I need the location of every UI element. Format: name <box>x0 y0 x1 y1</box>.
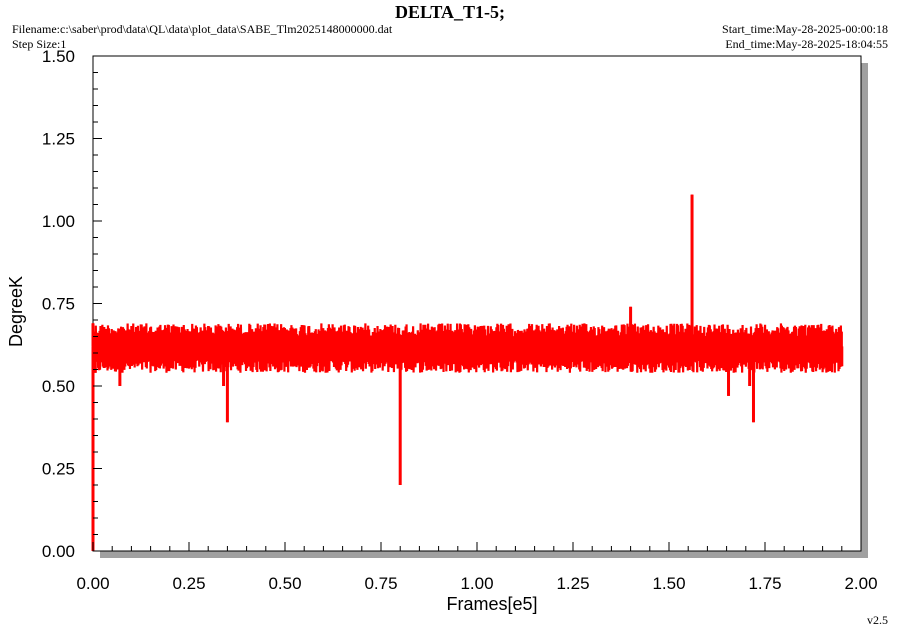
start-time-label: Start_time:May-28-2025-00:00:18 <box>722 22 888 36</box>
x-tick-label: 0.00 <box>76 574 109 593</box>
series-layer <box>91 194 844 551</box>
y-tick-label: 1.00 <box>42 212 75 231</box>
plot-frame <box>92 55 862 552</box>
x-tick-label: 0.50 <box>268 574 301 593</box>
x-axis-label: Frames[e5] <box>446 594 537 614</box>
x-tick-label: 1.50 <box>652 574 685 593</box>
x-tick-label: 1.75 <box>748 574 781 593</box>
series-line <box>91 194 843 551</box>
y-tick-label: 1.50 <box>42 47 75 66</box>
end-time-label: End_time:May-28-2025-18:04:55 <box>725 37 888 51</box>
x-tick-label: 1.00 <box>460 574 493 593</box>
y-tick-label: 0.75 <box>42 295 75 314</box>
x-tick-label: 1.25 <box>556 574 589 593</box>
y-axis-label: DegreeK <box>6 276 26 347</box>
x-tick-label: 0.25 <box>172 574 205 593</box>
version-label: v2.5 <box>867 613 888 627</box>
y-tick-label: 0.50 <box>42 377 75 396</box>
step-size-label: Step Size:1 <box>12 37 67 51</box>
y-tick-label: 1.25 <box>42 130 75 149</box>
axis-layer: 0.00 0.25 0.50 0.75 1.00 1.25 1.50 0.00 0.25 0.50… <box>42 47 878 593</box>
filename-label: Filename:c:\saber\prod\data\QL\data\plot… <box>12 22 393 36</box>
chart-title: DELTA_T1-5; <box>394 2 506 22</box>
x-tick-label: 0.75 <box>364 574 397 593</box>
x-tick-label: 2.00 <box>844 574 877 593</box>
y-tick-label: 0.25 <box>42 460 75 479</box>
y-tick-label: 0.00 <box>42 542 75 561</box>
